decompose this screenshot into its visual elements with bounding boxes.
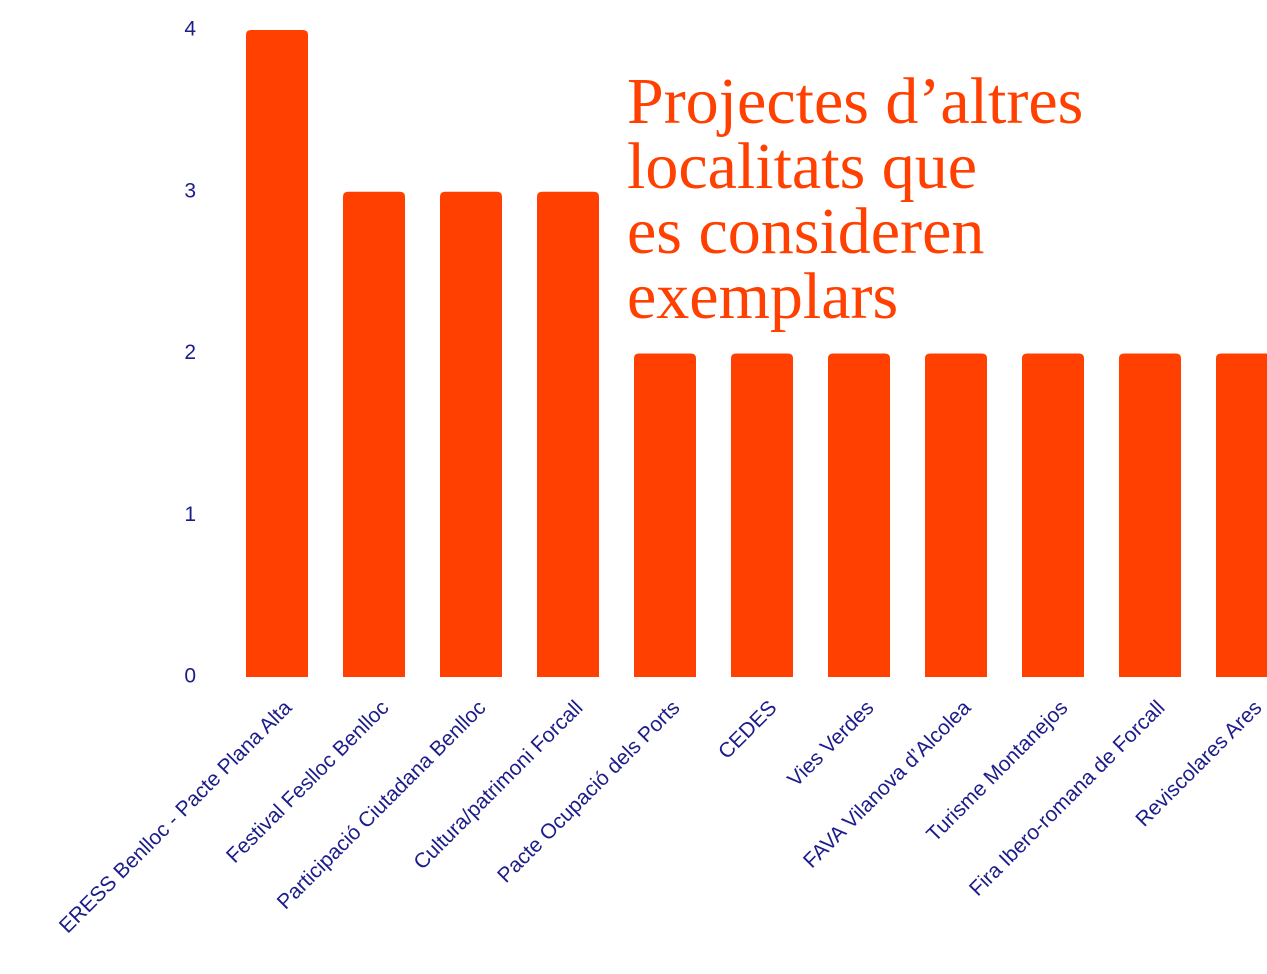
chart-title: Projectes d’altres [627, 65, 1083, 138]
bar [537, 191, 599, 677]
bar [731, 353, 793, 677]
bar [1022, 353, 1084, 677]
x-tick-label: Vies Verdes [783, 696, 878, 791]
y-tick-label: 4 [184, 18, 196, 41]
y-tick-label: 1 [184, 503, 196, 526]
x-tick-label: Cultura/patrimoni Forcall [409, 696, 587, 874]
chart-title: es consideren [627, 195, 984, 268]
chart-title: localitats que [627, 130, 977, 203]
bar [1119, 353, 1181, 677]
x-tick-label: Fira Ibero-romana de Forcall [965, 696, 1169, 900]
y-tick-label: 2 [184, 341, 196, 364]
chart-title: exemplars [627, 260, 898, 333]
bar [343, 191, 405, 677]
x-tick-label: CEDES [714, 696, 781, 763]
bar [1216, 353, 1267, 677]
x-tick-label: Participació Ciutadana Benlloc [273, 696, 491, 914]
x-tick-label: Festival Feslloc Benlloc [222, 696, 393, 867]
y-tick-label: 0 [184, 665, 196, 688]
bar [925, 353, 987, 677]
bar [440, 191, 502, 677]
y-tick-label: 3 [184, 179, 196, 202]
bar [246, 30, 308, 677]
x-tick-label: FAVA Vilanova d’Alcolea [799, 696, 976, 873]
bar [828, 353, 890, 677]
bar [634, 353, 696, 677]
x-tick-label: Pacte Ocupació dels Ports [493, 696, 684, 887]
